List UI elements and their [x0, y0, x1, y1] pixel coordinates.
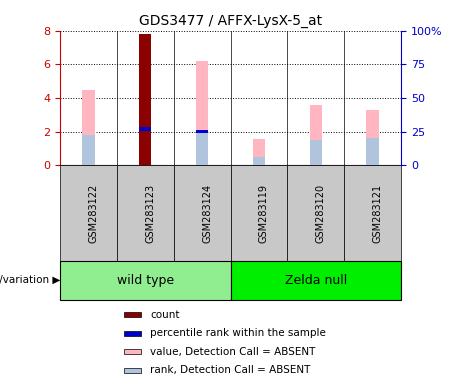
Bar: [174, 165, 230, 261]
Bar: [60, 261, 230, 300]
Bar: [196, 61, 208, 165]
Bar: [124, 312, 141, 317]
Bar: [60, 165, 117, 261]
Text: percentile rank within the sample: percentile rank within the sample: [150, 328, 326, 338]
Bar: [309, 104, 322, 165]
Bar: [117, 165, 174, 261]
Bar: [196, 130, 208, 133]
Text: GSM283122: GSM283122: [89, 184, 98, 243]
Bar: [124, 349, 141, 354]
Bar: [287, 165, 344, 261]
Text: genotype/variation ▶: genotype/variation ▶: [0, 275, 60, 285]
Bar: [366, 110, 379, 165]
Bar: [253, 157, 265, 165]
Text: Zelda null: Zelda null: [284, 274, 347, 287]
Bar: [124, 368, 141, 373]
Text: GSM283123: GSM283123: [145, 184, 155, 243]
Title: GDS3477 / AFFX-LysX-5_at: GDS3477 / AFFX-LysX-5_at: [139, 14, 322, 28]
Text: GSM283124: GSM283124: [202, 184, 212, 243]
Bar: [230, 165, 287, 261]
Text: count: count: [150, 310, 180, 320]
Bar: [82, 135, 95, 165]
Text: GSM283121: GSM283121: [372, 184, 383, 243]
Bar: [344, 165, 401, 261]
Bar: [82, 89, 95, 165]
Bar: [366, 138, 379, 165]
Bar: [139, 34, 152, 165]
Text: rank, Detection Call = ABSENT: rank, Detection Call = ABSENT: [150, 366, 311, 376]
Text: GSM283119: GSM283119: [259, 184, 269, 243]
Bar: [124, 331, 141, 336]
Bar: [309, 140, 322, 165]
Bar: [196, 131, 208, 165]
Text: wild type: wild type: [117, 274, 174, 287]
Text: value, Detection Call = ABSENT: value, Detection Call = ABSENT: [150, 347, 316, 357]
Text: GSM283120: GSM283120: [316, 184, 326, 243]
Bar: [230, 261, 401, 300]
Bar: [253, 139, 265, 165]
Bar: [139, 127, 152, 131]
